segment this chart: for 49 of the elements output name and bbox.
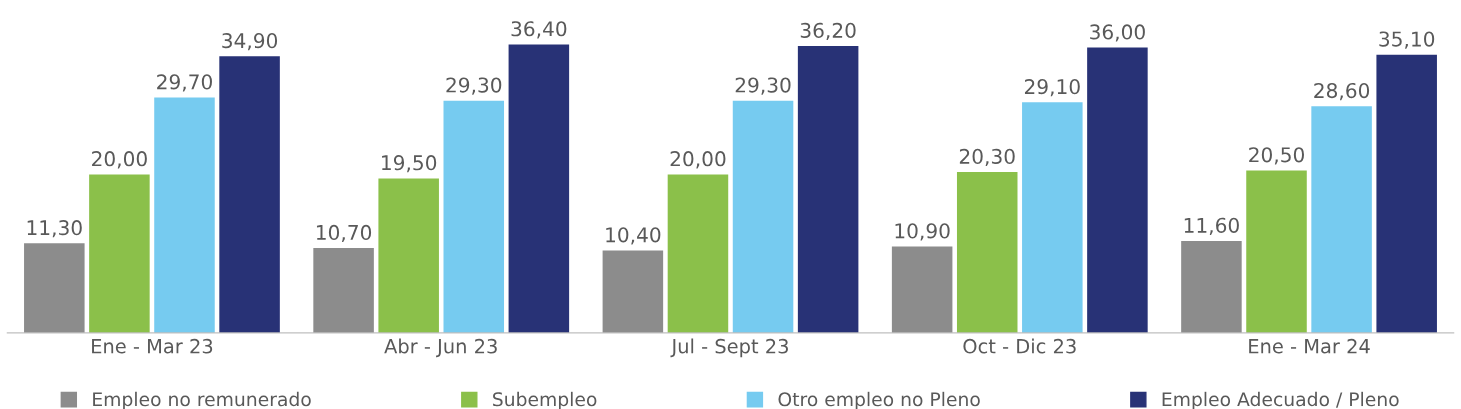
legend-label: Empleo no remunerado <box>93 391 311 409</box>
bar <box>313 248 374 333</box>
bar <box>797 46 859 333</box>
data-label: 36,20 <box>800 22 856 41</box>
data-label: 11,30 <box>27 220 82 238</box>
data-label: 35,10 <box>1379 31 1435 49</box>
data-label: 29,10 <box>1024 78 1080 97</box>
bar <box>1311 106 1372 333</box>
data-label: 29,30 <box>446 77 502 95</box>
legend-label: Otro empleo no Pleno <box>778 391 980 409</box>
bar <box>154 97 215 333</box>
bar <box>1376 54 1437 333</box>
data-label: 29,30 <box>735 77 791 95</box>
data-label: 20,30 <box>959 148 1015 167</box>
data-label: 19,50 <box>382 155 437 173</box>
data-label: 10,70 <box>316 224 372 243</box>
data-label: 20,50 <box>1249 147 1304 165</box>
x-tick-label: Jul - Sept 23 <box>670 338 788 358</box>
bar <box>89 174 150 333</box>
data-label: 10,90 <box>895 223 950 241</box>
x-tick-label: Ene - Mar 23 <box>92 338 213 354</box>
bar <box>1181 240 1242 333</box>
bar <box>508 44 570 333</box>
bar <box>891 246 953 333</box>
bar <box>24 243 85 333</box>
bar <box>378 178 439 333</box>
data-label: 36,00 <box>1090 24 1145 42</box>
x-tick-label: Oct - Dic 23 <box>963 338 1076 354</box>
legend-label: Subempleo <box>493 391 597 409</box>
data-label: 29,70 <box>157 74 212 92</box>
bar <box>956 172 1018 333</box>
bar <box>732 100 794 333</box>
bar <box>219 56 280 333</box>
data-label: 36,40 <box>511 21 567 39</box>
bar <box>1087 47 1148 333</box>
data-label: 20,00 <box>92 151 147 169</box>
bar <box>667 174 729 333</box>
x-tick-label: Ene - Mar 24 <box>1249 338 1370 354</box>
data-label: 28,60 <box>1314 82 1370 101</box>
bar <box>602 250 664 333</box>
data-label: 11,60 <box>1184 217 1239 235</box>
bar <box>1022 102 1083 333</box>
data-label: 34,90 <box>222 33 278 51</box>
data-label: 10,40 <box>606 227 661 245</box>
legend-label: Empleo Adecuado / Pleno <box>1162 391 1399 409</box>
bar <box>443 100 505 333</box>
bar <box>1246 170 1307 333</box>
x-tick-label: Abr - Jun 23 <box>384 338 497 358</box>
data-label: 20,00 <box>670 151 726 169</box>
